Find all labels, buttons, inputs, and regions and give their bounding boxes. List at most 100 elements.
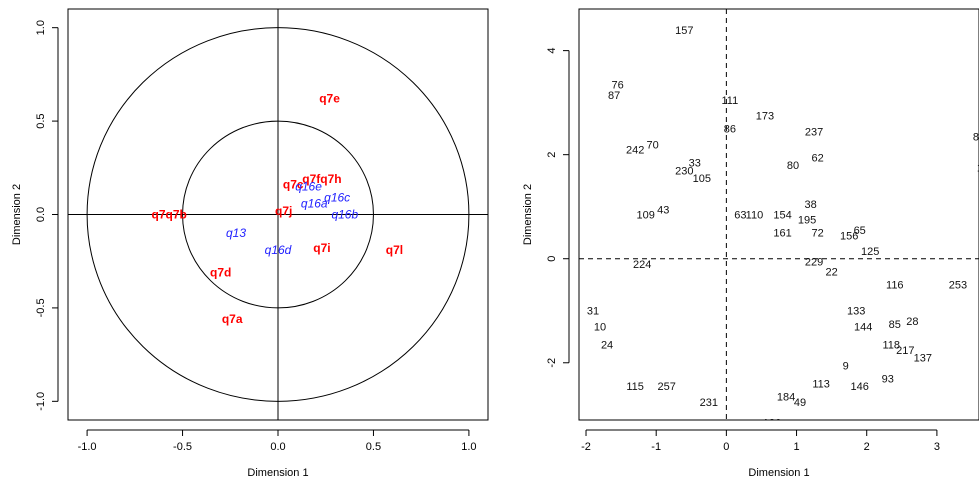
variable-label-q7q7b: q7q7b [152, 208, 187, 222]
observation-label-257: 257 [658, 381, 676, 393]
x-axis-title: Dimension 1 [748, 467, 809, 479]
observation-label-113: 113 [812, 379, 830, 391]
variable-label-q7j: q7j [275, 204, 292, 218]
observation-label-28: 28 [906, 316, 918, 328]
observation-label-137: 137 [914, 353, 932, 365]
observation-label-31: 31 [587, 306, 599, 318]
y-tick-label: -1.0 [35, 392, 47, 411]
y-axis-title: Dimension 2 [11, 184, 23, 245]
observation-label-105: 105 [693, 173, 711, 185]
variable-label-q16d: q16d [265, 243, 292, 257]
variable-label-q7fq7h: q7fq7h [302, 172, 341, 186]
x-tick-label: -2 [581, 441, 591, 453]
y-tick-label: -0.5 [35, 298, 47, 317]
variable-label-q16c: q16c [324, 191, 350, 205]
observation-label-38: 38 [804, 199, 816, 211]
variable-label-q16e: q16e [295, 179, 322, 193]
y-tick-label: 1.0 [35, 20, 47, 35]
x-tick-label: -0.5 [173, 441, 192, 453]
observation-label-80: 80 [787, 160, 799, 172]
observation-label-65: 65 [854, 225, 866, 237]
observation-label-125: 125 [861, 246, 879, 258]
observation-label-146: 146 [851, 381, 869, 393]
observation-label-62: 62 [811, 152, 823, 164]
observation-label-72: 72 [811, 228, 823, 240]
observation-label-229: 229 [805, 256, 823, 268]
observation-label-161: 161 [773, 228, 791, 240]
x-tick-label: 1.0 [461, 441, 476, 453]
observation-label-230: 230 [675, 165, 693, 177]
variable-label-q13: q13 [226, 226, 246, 240]
y-tick-label: 2 [546, 152, 558, 158]
observation-label-9: 9 [843, 360, 849, 372]
y-tick-label: 0.5 [35, 113, 47, 128]
variable-label-q7c: q7c [283, 178, 304, 192]
observation-label-154: 154 [773, 210, 791, 222]
observation-label-22: 22 [826, 267, 838, 279]
plot-area: 1577687111173862378824270621708033230105… [579, 9, 979, 450]
x-tick-label: -1.0 [78, 441, 97, 453]
observation-label-115: 115 [626, 381, 644, 393]
x-tick-label: 1 [793, 441, 799, 453]
observation-label-231: 231 [700, 397, 718, 409]
x-tick-label: 2 [864, 441, 870, 453]
observation-label-133: 133 [847, 306, 865, 318]
observation-label-157: 157 [675, 25, 693, 37]
x-tick-label: 0 [723, 441, 729, 453]
observation-label-24: 24 [601, 340, 613, 352]
observation-label-88: 88 [973, 131, 979, 143]
y-tick-label: 4 [546, 48, 558, 54]
plot-frame [67, 8, 489, 421]
observation-label-225: 225 [763, 438, 781, 450]
observation-label-173: 173 [756, 111, 774, 123]
observation-label-224: 224 [633, 259, 651, 271]
variable-label-q7e: q7e [319, 92, 340, 106]
observation-label-63: 63 [734, 210, 746, 222]
observation-label-110: 110 [746, 210, 764, 222]
observation-label-116: 116 [886, 280, 904, 292]
observation-label-144: 144 [854, 321, 872, 333]
observation-label-253: 253 [949, 280, 967, 292]
observation-label-93: 93 [882, 373, 894, 385]
observation-label-76: 76 [611, 79, 623, 91]
observation-label-10: 10 [594, 321, 606, 333]
observation-label-70: 70 [647, 139, 659, 151]
observation-label-85: 85 [889, 319, 901, 331]
observation-label-237: 237 [805, 126, 823, 138]
y-axis-title: Dimension 2 [522, 184, 534, 245]
observation-label-49: 49 [794, 397, 806, 409]
variable-label-q7a: q7a [222, 312, 243, 326]
observation-label-184: 184 [777, 392, 795, 404]
tick-group: -1.0 -0.5 0.0 0.5 1.0 -1.0 -0.5 0.0 0.5 1.0 [35, 20, 477, 453]
observation-label-43: 43 [657, 204, 669, 216]
observation-label-33: 33 [689, 157, 701, 169]
observation-label-86: 86 [724, 124, 736, 136]
y-tick-label: 0 [546, 256, 558, 262]
x-tick-label: 0.0 [270, 441, 285, 453]
variable-label-q7l: q7l [386, 243, 403, 257]
y-tick-label: -2 [546, 358, 558, 368]
observation-label-109: 109 [636, 210, 654, 222]
variable-label-q16a: q16a [301, 196, 328, 210]
observation-label-195: 195 [798, 215, 816, 227]
observation-label-170: 170 [977, 163, 979, 175]
plot-frame [578, 8, 979, 421]
observation-label-87: 87 [608, 90, 620, 102]
observation-label-217: 217 [896, 345, 914, 357]
observation-label-118: 118 [883, 340, 901, 352]
x-tick-label: 3 [934, 441, 940, 453]
variable-label-q7d: q7d [210, 265, 231, 279]
x-tick-label: -1 [651, 441, 661, 453]
x-tick-label: 0.5 [366, 441, 381, 453]
individuals-map-panel: 1577687111173862378824270621708033230105… [522, 8, 979, 479]
variable-label-q7i: q7i [313, 241, 330, 255]
observation-label-242: 242 [626, 144, 644, 156]
observation-label-156: 156 [840, 230, 858, 242]
observation-label-126: 126 [763, 418, 781, 430]
variable-label-q16b: q16b [331, 208, 358, 222]
x-axis-title: Dimension 1 [247, 467, 308, 479]
